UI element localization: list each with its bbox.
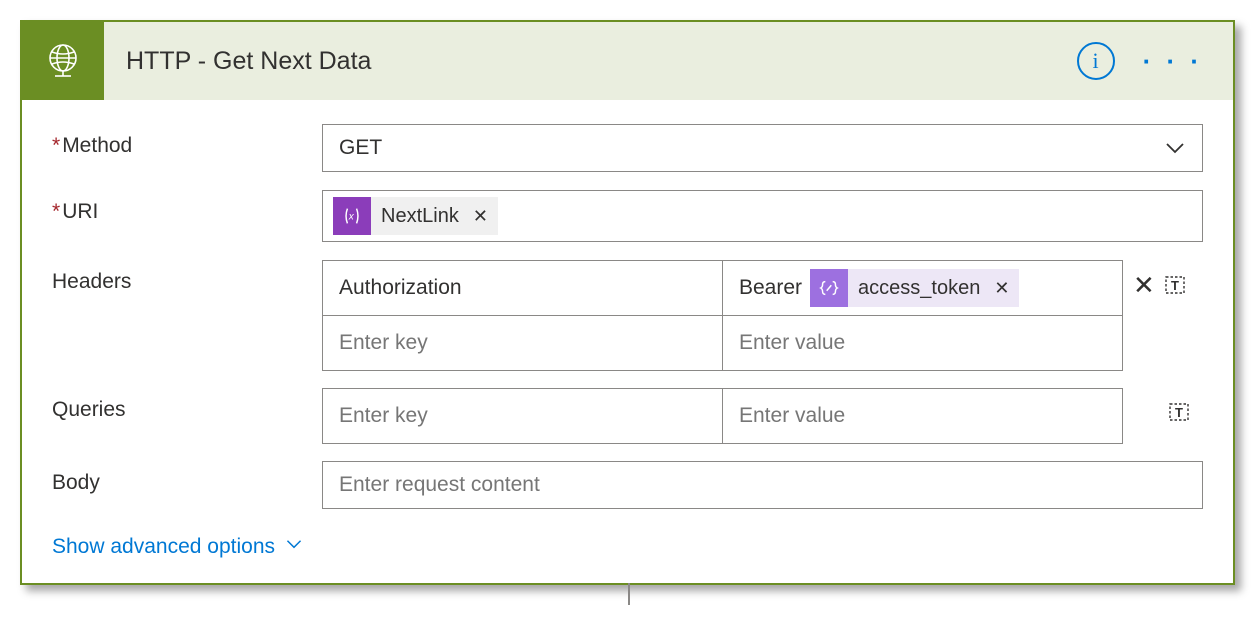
required-indicator: * [52, 134, 60, 157]
uri-row: *URI x NextLink ✕ [52, 190, 1203, 242]
card-title: HTTP - Get Next Data [104, 47, 1077, 76]
delete-row-icon[interactable]: ✕ [1133, 272, 1155, 298]
queries-row-actions: T [1133, 388, 1203, 424]
header-actions: i · · · [1077, 42, 1233, 80]
header-row-empty: Enter key Enter value [322, 315, 1123, 371]
more-menu-button[interactable]: · · · [1143, 55, 1203, 68]
headers-label: Headers [52, 260, 322, 294]
method-label: *Method [52, 124, 322, 158]
dynamic-content-icon [810, 269, 848, 307]
headers-row: Headers Authorization Bearer [52, 260, 1203, 370]
http-action-card: HTTP - Get Next Data i · · · *Method GET [20, 20, 1235, 585]
chevron-down-icon [1164, 137, 1186, 159]
uri-input[interactable]: x NextLink ✕ [322, 190, 1203, 242]
header-token-access-token[interactable]: access_token ✕ [810, 269, 1019, 307]
info-button[interactable]: i [1077, 42, 1115, 80]
method-row: *Method GET [52, 124, 1203, 172]
query-key-input[interactable]: Enter key [323, 389, 722, 443]
show-advanced-link[interactable]: Show advanced options [52, 535, 303, 559]
header-key-input[interactable]: Enter key [323, 316, 722, 370]
header-value-prefix: Bearer [739, 276, 802, 300]
token-label: NextLink [381, 205, 459, 228]
method-select[interactable]: GET [322, 124, 1203, 172]
header-value-input[interactable]: Enter value [722, 316, 1122, 370]
headers-table: Authorization Bearer access_token ✕ [322, 260, 1123, 370]
header-row-authorization: Authorization Bearer access_token ✕ [322, 260, 1123, 316]
token-remove-icon[interactable]: ✕ [990, 278, 1009, 299]
body-row: Body Enter request content [52, 461, 1203, 509]
token-remove-icon[interactable]: ✕ [469, 206, 488, 227]
token-label: access_token [858, 277, 980, 300]
queries-table: Enter key Enter value [322, 388, 1123, 443]
card-body: *Method GET *URI x [22, 100, 1233, 583]
uri-token-nextlink[interactable]: x NextLink ✕ [333, 197, 498, 235]
card-header: HTTP - Get Next Data i · · · [22, 22, 1233, 100]
http-globe-icon [22, 22, 104, 100]
required-indicator: * [52, 200, 60, 223]
svg-text:T: T [1175, 405, 1183, 420]
svg-text:T: T [1171, 278, 1179, 293]
method-value: GET [339, 136, 382, 160]
switch-text-mode-icon[interactable]: T [1167, 400, 1191, 424]
header-key-input[interactable]: Authorization [323, 261, 722, 315]
query-row-empty: Enter key Enter value [322, 388, 1123, 444]
query-value-input[interactable]: Enter value [722, 389, 1122, 443]
header-value-input[interactable]: Bearer access_token ✕ [722, 261, 1122, 315]
body-label: Body [52, 461, 322, 495]
body-input[interactable]: Enter request content [322, 461, 1203, 509]
uri-label: *URI [52, 190, 322, 224]
flow-connector [628, 583, 630, 605]
queries-label: Queries [52, 388, 322, 422]
svg-text:x: x [348, 212, 355, 223]
chevron-down-icon [285, 535, 303, 559]
switch-text-mode-icon[interactable]: T [1163, 273, 1187, 297]
queries-row: Queries Enter key Enter value T [52, 388, 1203, 443]
headers-row-actions: ✕ T [1133, 260, 1203, 298]
variable-icon: x [333, 197, 371, 235]
